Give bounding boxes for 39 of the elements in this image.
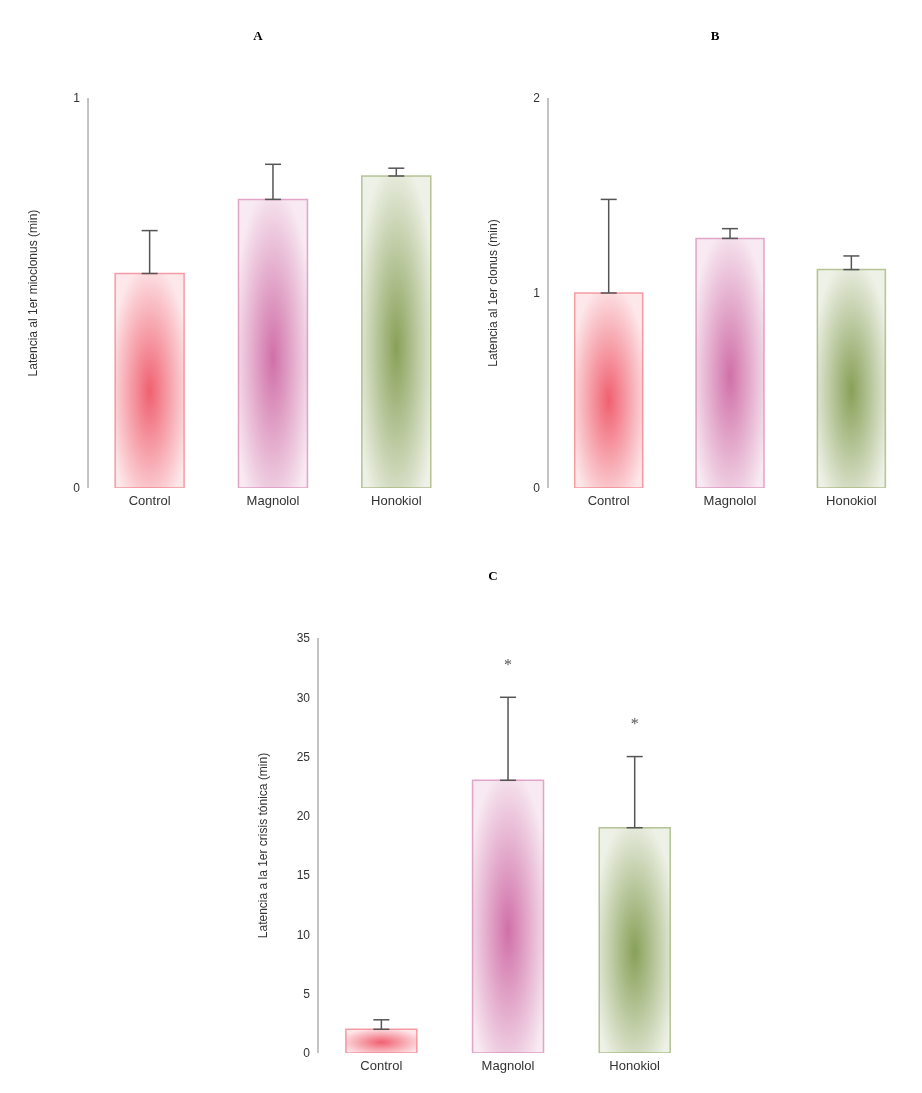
- annotation: *: [504, 655, 512, 673]
- bar: [471, 779, 545, 1053]
- y-tick-label: 10: [296, 927, 311, 942]
- annotation: *: [630, 715, 639, 733]
- bar: [345, 1028, 418, 1053]
- x-tick-label: Control: [128, 493, 171, 509]
- bar: [598, 826, 671, 1053]
- bar: [695, 237, 765, 488]
- x-tick-label: Honokiol: [371, 493, 422, 509]
- y-tick-label: 35: [296, 631, 311, 646]
- bar: [816, 268, 887, 488]
- bar: [361, 175, 432, 488]
- y-tick-label: 20: [296, 809, 311, 824]
- chart-title: C: [487, 568, 499, 585]
- y-tick-label: 0: [73, 481, 81, 496]
- x-tick-label: Honokiol: [609, 1058, 661, 1074]
- y-axis-title: Latencia al 1er mioclonus (min): [26, 209, 41, 377]
- y-tick-label: 25: [296, 749, 311, 764]
- y-tick-label: 0: [303, 1046, 311, 1061]
- y-axis-title: Latencia al 1er clonus (min): [486, 219, 501, 367]
- y-tick-label: 5: [303, 986, 311, 1001]
- y-tick-label: 1: [533, 286, 541, 301]
- chart-title: A: [252, 28, 264, 45]
- y-tick-label: 15: [296, 868, 311, 883]
- y-tick-label: 2: [533, 91, 541, 106]
- y-axis-title: Latencia a la 1er crisis tónica (min): [256, 752, 271, 939]
- bar: [573, 292, 644, 488]
- y-tick-label: 1: [73, 91, 81, 106]
- x-tick-label: Magnolol: [481, 1058, 535, 1074]
- x-tick-label: Magnolol: [246, 493, 300, 509]
- x-tick-label: Magnolol: [703, 493, 757, 509]
- bar: [237, 198, 309, 488]
- x-tick-label: Honokiol: [826, 493, 877, 509]
- x-tick-label: Control: [587, 493, 630, 509]
- y-tick-label: 0: [533, 481, 541, 496]
- bar: [114, 272, 185, 488]
- chart-title: B: [709, 28, 721, 45]
- y-tick-label: 30: [296, 690, 311, 705]
- x-tick-label: Control: [360, 1058, 403, 1074]
